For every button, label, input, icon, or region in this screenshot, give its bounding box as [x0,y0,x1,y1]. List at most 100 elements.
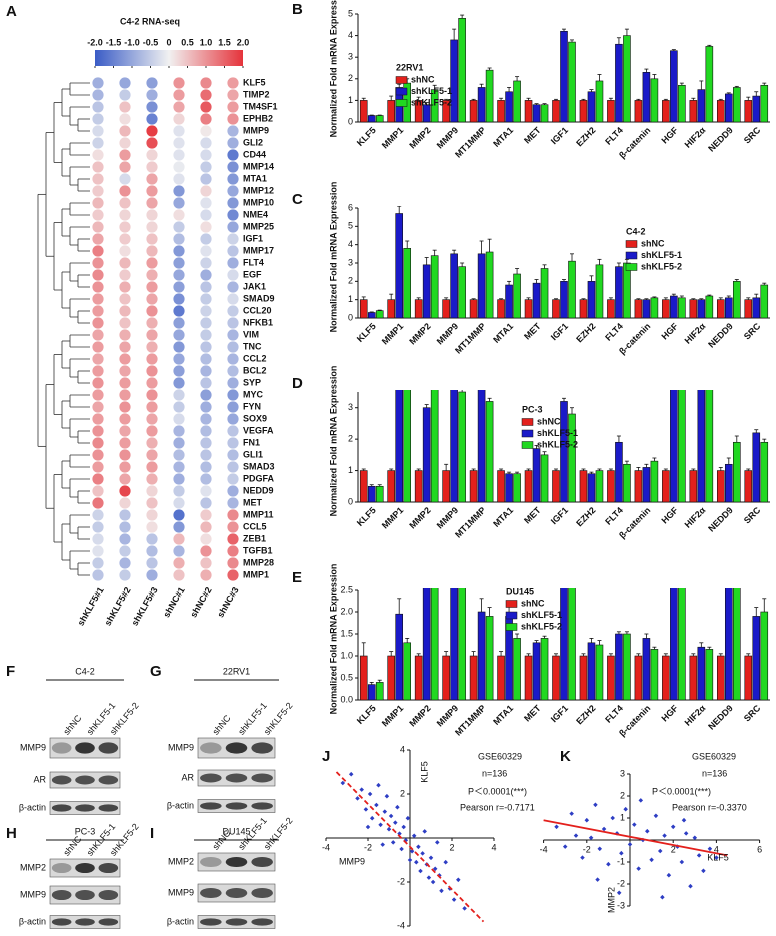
bar [540,638,549,700]
heat-cell [173,437,185,449]
bar [552,655,560,700]
x-tick-label: MET [522,703,543,724]
heat-cell [173,317,185,329]
bar [485,251,494,318]
bar [634,655,643,700]
bar [450,588,458,700]
heat-cell [146,305,158,317]
bar [689,100,698,122]
heat-cell [92,461,104,473]
blot-band [98,742,119,754]
scatter-point [432,866,438,872]
gene-label: MMP1 [243,569,269,579]
heat-cell [200,305,212,317]
bar [450,253,458,318]
bar [587,642,596,700]
heat-cell [173,185,185,197]
heat-cell [119,449,131,461]
x-tick-label: MMP2 [407,125,432,150]
scatter-point [416,844,421,850]
heat-cell [119,365,131,377]
heat-cell [92,293,104,305]
y-tick-label: 2 [348,276,353,286]
heat-cell [200,569,212,581]
bar [678,297,686,318]
bar [607,299,615,318]
scatter-point [707,846,713,852]
heat-cell [227,533,239,545]
bar [732,281,741,318]
heat-cell [92,149,104,161]
bar [422,407,431,502]
heat-cell [200,173,212,185]
x-tick-label: SRC [742,505,763,526]
x-tick-label: MTA1 [491,505,515,529]
heat-cell [173,353,185,365]
bar [450,39,458,122]
legend-swatch [395,87,408,96]
heat-cell [146,533,158,545]
heat-cell [92,317,104,329]
heat-cell [146,293,158,305]
heat-cell [200,437,212,449]
heat-cell [227,521,239,533]
protein-label: AR [181,772,194,782]
heat-cell [146,245,158,257]
heat-cell [227,413,239,425]
heat-cell [173,77,185,89]
bar [532,282,541,318]
x-tick-label: EZH2 [574,321,597,344]
bar [678,390,686,502]
bar [497,470,505,502]
heat-cell [200,317,212,329]
bar [375,485,384,502]
heat-cell [119,497,131,509]
bar [587,281,596,318]
heat-cell [173,173,185,185]
gene-label: SMAD9 [243,293,275,303]
scatter-point [595,877,600,882]
heat-cell [119,569,131,581]
heat-cell [146,557,158,569]
x-tick-label: MMP2 [407,703,432,728]
heat-cell [227,497,239,509]
scatter-point [681,817,687,823]
heat-cell [119,245,131,257]
x-tick-label: HIF2α [683,125,708,150]
protein-label: β-actin [19,916,46,926]
heat-cell [146,221,158,233]
bar [422,588,431,700]
legend-label: shNC [641,238,665,248]
scatter-point [359,787,364,792]
bar [403,248,412,318]
bar [579,470,588,502]
blot-band [251,802,273,810]
scatter-point [435,840,440,845]
scatter-point [348,771,354,777]
legend-label: shKLF5-1 [537,428,578,438]
scatter-point [393,820,398,825]
scatter-point [439,888,444,894]
bar [752,432,761,502]
heat-cell [119,209,131,221]
blot-band [200,856,222,868]
y-tick-label: 6 [348,202,353,212]
x-tick-label: MET [522,505,543,526]
scatter-point [666,872,672,878]
annotation: GSE60329 [692,751,736,761]
panel-letter: E [292,569,302,586]
bar [430,588,439,700]
blot-title: 22RV1 [223,666,250,676]
x-tick-label: IGF1 [549,321,570,342]
heat-cell [119,425,131,437]
gene-label: MMP11 [243,509,274,519]
bar [716,299,725,318]
heat-cell [227,353,239,365]
protein-label: β-actin [19,802,46,812]
bar [387,655,396,700]
bar [477,611,486,700]
bar [678,588,686,700]
scatter-point [382,809,388,814]
heat-cell [227,557,239,569]
x-tick-label: KLF5 [355,505,378,528]
